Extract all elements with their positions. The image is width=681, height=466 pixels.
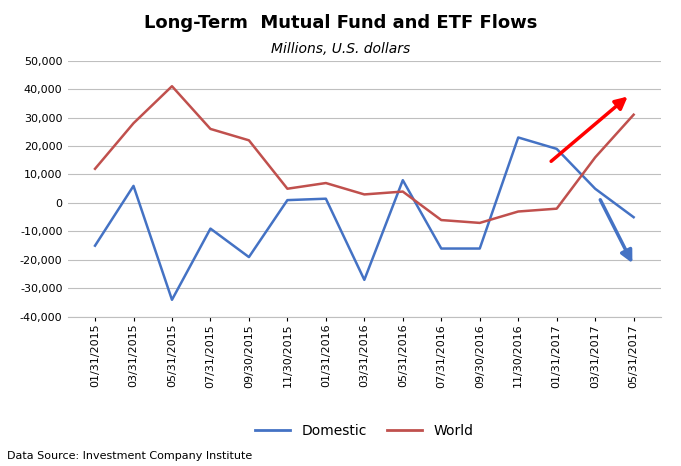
- World: [283, 186, 291, 192]
- World: [475, 220, 484, 226]
- World: [398, 189, 407, 194]
- Domestic: [206, 226, 215, 232]
- Domestic: [283, 197, 291, 203]
- World: [206, 126, 215, 132]
- World: [629, 112, 637, 117]
- Domestic: [322, 196, 330, 201]
- Line: Domestic: Domestic: [95, 137, 633, 300]
- Domestic: [552, 146, 560, 151]
- Domestic: [360, 277, 368, 283]
- Legend: Domestic, World: Domestic, World: [250, 418, 479, 443]
- World: [514, 209, 522, 214]
- Domestic: [168, 297, 176, 302]
- World: [437, 217, 445, 223]
- World: [591, 155, 599, 160]
- Domestic: [437, 246, 445, 251]
- Domestic: [245, 254, 253, 260]
- Domestic: [129, 183, 138, 189]
- Domestic: [514, 135, 522, 140]
- World: [245, 137, 253, 143]
- Domestic: [475, 246, 484, 251]
- Domestic: [629, 214, 637, 220]
- World: [552, 206, 560, 212]
- World: [168, 83, 176, 89]
- Text: Long-Term  Mutual Fund and ETF Flows: Long-Term Mutual Fund and ETF Flows: [144, 14, 537, 32]
- Line: World: World: [95, 86, 633, 223]
- World: [91, 166, 99, 171]
- World: [129, 120, 138, 126]
- Domestic: [591, 186, 599, 192]
- Domestic: [91, 243, 99, 248]
- World: [322, 180, 330, 186]
- World: [360, 192, 368, 197]
- Text: Millions, U.S. dollars: Millions, U.S. dollars: [271, 42, 410, 56]
- Text: Data Source: Investment Company Institute: Data Source: Investment Company Institut…: [7, 452, 252, 461]
- Domestic: [398, 178, 407, 183]
